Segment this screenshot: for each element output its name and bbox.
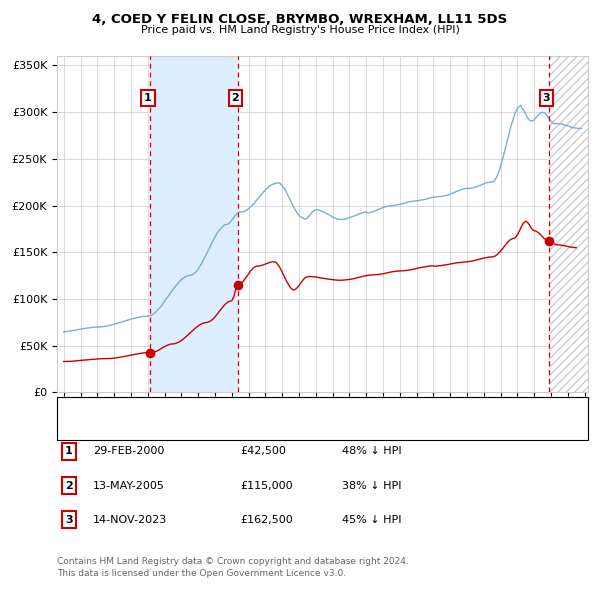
Text: 3: 3 <box>65 515 73 525</box>
Text: £42,500: £42,500 <box>240 447 286 456</box>
Text: 38% ↓ HPI: 38% ↓ HPI <box>342 481 401 490</box>
Text: 2: 2 <box>232 93 239 103</box>
Bar <box>549 56 588 392</box>
Text: 13-MAY-2005: 13-MAY-2005 <box>93 481 165 490</box>
Text: 45% ↓ HPI: 45% ↓ HPI <box>342 515 401 525</box>
Text: 1: 1 <box>65 447 73 456</box>
Bar <box>151 56 238 392</box>
Text: 14-NOV-2023: 14-NOV-2023 <box>93 515 167 525</box>
Text: £162,500: £162,500 <box>240 515 293 525</box>
Text: 4, COED Y FELIN CLOSE, BRYMBO, WREXHAM, LL11 5DS: 4, COED Y FELIN CLOSE, BRYMBO, WREXHAM, … <box>92 13 508 26</box>
Text: 2: 2 <box>65 481 73 490</box>
Text: Contains HM Land Registry data © Crown copyright and database right 2024.: Contains HM Land Registry data © Crown c… <box>57 558 409 566</box>
Text: £115,000: £115,000 <box>240 481 293 490</box>
Text: 29-FEB-2000: 29-FEB-2000 <box>93 447 164 456</box>
Text: This data is licensed under the Open Government Licence v3.0.: This data is licensed under the Open Gov… <box>57 569 346 578</box>
Text: HPI: Average price, detached house, Wrexham: HPI: Average price, detached house, Wrex… <box>102 422 344 431</box>
Text: Price paid vs. HM Land Registry's House Price Index (HPI): Price paid vs. HM Land Registry's House … <box>140 25 460 35</box>
Text: 3: 3 <box>542 93 550 103</box>
Text: 48% ↓ HPI: 48% ↓ HPI <box>342 447 401 456</box>
Text: 1: 1 <box>144 93 152 103</box>
Text: 4, COED Y FELIN CLOSE, BRYMBO, WREXHAM, LL11 5DS (detached house): 4, COED Y FELIN CLOSE, BRYMBO, WREXHAM, … <box>102 404 487 414</box>
